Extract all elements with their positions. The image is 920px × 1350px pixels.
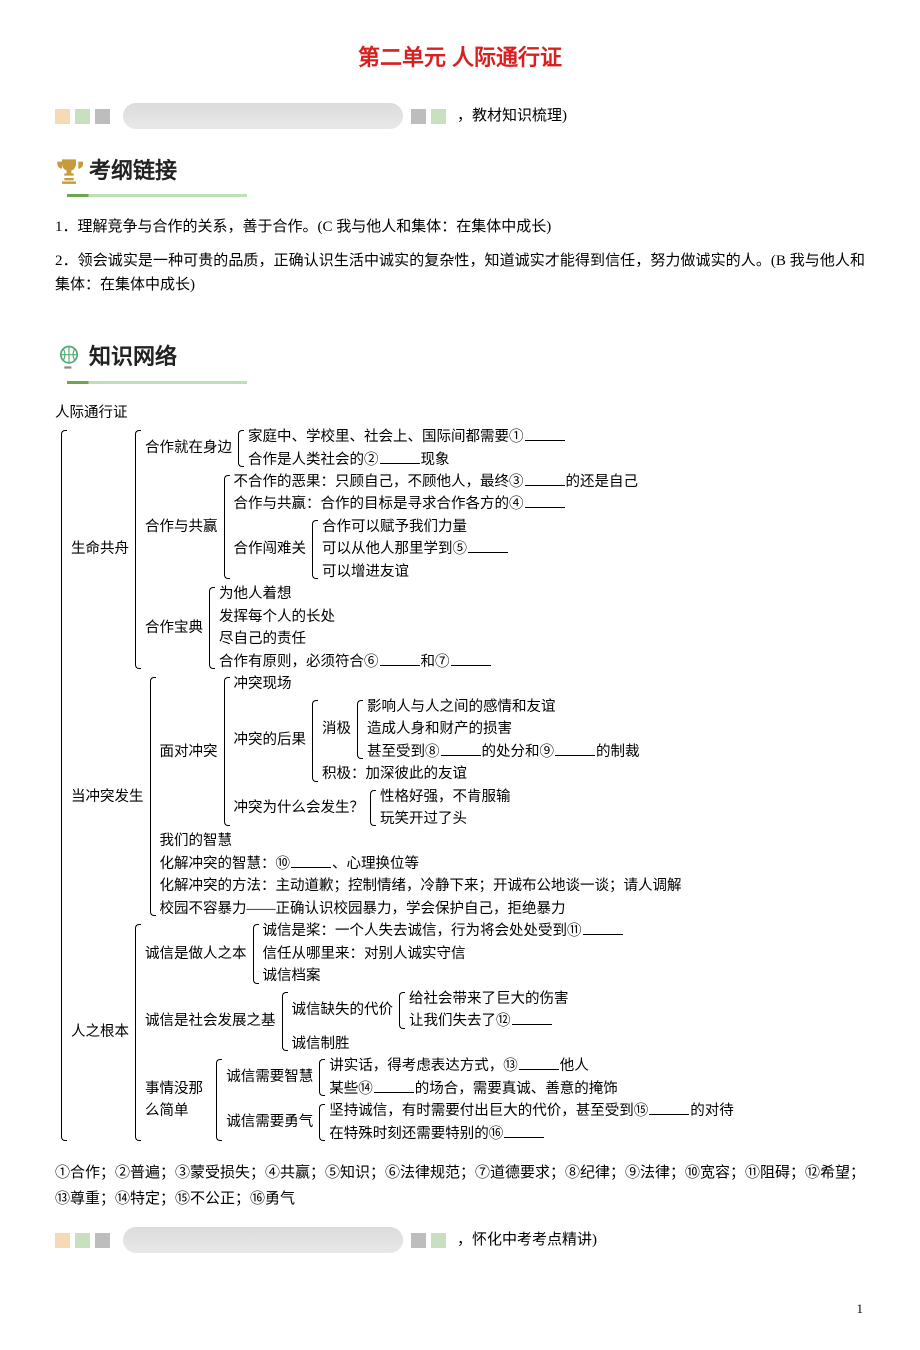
outline-leaf: 信任从哪里来：对别人诚实守信 [263, 943, 624, 965]
brace-icon [355, 696, 363, 763]
outline-l3: 合作闯难关 [234, 516, 309, 583]
outline-leaf: 玩笑开过了头 [380, 808, 511, 830]
decor-square-icon [55, 1233, 70, 1248]
outline-leaf: 合作与共赢：合作的目标是寻求合作各方的④ [234, 493, 639, 515]
outline-leaf: 讲实话，得考虑表达方式，⑬他人 [329, 1055, 618, 1077]
outline-l1: 生命共舟 [71, 426, 131, 673]
brace-icon [222, 673, 230, 830]
outline-leaf: 合作有原则，必须符合⑥和⑦ [219, 651, 492, 673]
outline-leaf: 积极：加深彼此的友谊 [322, 763, 640, 785]
brace-icon [59, 426, 67, 1145]
outline-root: 人际通行证 [55, 402, 865, 424]
decor-label: ，怀化中考考点精讲) [457, 1228, 597, 1252]
brace-icon [148, 673, 156, 920]
brace-icon [133, 920, 141, 1145]
outline-leaf: 发挥每个人的长处 [219, 606, 492, 628]
outline-leaf: 可以增进友谊 [322, 561, 509, 583]
unit-title: 第二单元 人际通行证 [55, 40, 865, 75]
decor-label: ，教材知识梳理) [457, 104, 567, 128]
brace-icon [214, 1055, 222, 1145]
brace-icon [251, 920, 259, 987]
section-underline [67, 194, 247, 197]
outline-leaf: 可以从他人那里学到⑤ [322, 538, 509, 560]
outline-l2: 合作宝典 [145, 583, 205, 673]
outline-leaf: 尽自己的责任 [219, 628, 492, 650]
section-title: 知识网络 [89, 339, 177, 374]
decor-square-icon [55, 109, 70, 124]
outline-leaf: 化解冲突的智慧：⑩、心理换位等 [160, 853, 682, 875]
brace-icon [317, 1055, 325, 1100]
brace-icon [222, 471, 230, 583]
decor-square-icon [431, 109, 446, 124]
knowledge-outline: 人际通行证 生命共舟 合作就在身边 家庭中、学校里、社会上、国际间都需要① 合作… [55, 402, 865, 1145]
decor-square-icon [75, 1233, 90, 1248]
brace-icon [310, 516, 318, 583]
outline-leaf: 在特殊时刻还需要特别的⑯ [329, 1123, 734, 1145]
section-title: 考纲链接 [89, 153, 177, 188]
decor-bar-bottom: ，怀化中考考点精讲) [55, 1227, 865, 1253]
outline-l2: 面对冲突 [160, 673, 220, 830]
outline-l2: 合作就在身边 [145, 426, 234, 471]
syllabus-item: 1．理解竞争与合作的关系，善于合作。(C 我与他人和集体：在集体中成长) [55, 215, 865, 239]
outline-leaf: 某些⑭的场合，需要真诚、善意的掩饰 [329, 1078, 618, 1100]
outline-l2: 我们的智慧 [160, 830, 682, 852]
brace-icon [236, 426, 244, 471]
outline-leaf: 化解冲突的方法：主动道歉；控制情绪，冷静下来；开诚布公地谈一谈；请人调解 [160, 875, 682, 897]
outline-leaf: 甚至受到⑧的处分和⑨的制裁 [367, 741, 640, 763]
brace-icon [317, 1100, 325, 1145]
outline-l3: 冲突为什么会发生？ [234, 786, 367, 831]
decor-square-icon [411, 1233, 426, 1248]
outline-l2: 合作与共赢 [145, 471, 220, 583]
outline-l3: 诚信缺失的代价 [292, 988, 396, 1033]
decor-pill-icon [123, 103, 403, 129]
outline-leaf: 诚信制胜 [292, 1033, 569, 1055]
outline-leaf: 不合作的恶果：只顾自己，不顾他人，最终③的还是自己 [234, 471, 639, 493]
outline-leaf: 合作可以赋予我们力量 [322, 516, 509, 538]
outline-l1: 人之根本 [71, 920, 131, 1145]
decor-square-icon [95, 109, 110, 124]
outline-l4: 消极 [322, 696, 353, 763]
outline-leaf: 让我们失去了⑫ [409, 1010, 569, 1032]
outline-leaf: 影响人与人之间的感情和友谊 [367, 696, 640, 718]
outline-leaf: 造成人身和财产的损害 [367, 718, 640, 740]
outline-leaf: 诚信是桨：一个人失去诚信，行为将会处处受到⑪ [263, 920, 624, 942]
outline-l2: 事情没那么简单 [145, 1055, 212, 1145]
outline-leaf: 为他人着想 [219, 583, 492, 605]
decor-square-icon [95, 1233, 110, 1248]
outline-leaf: 坚持诚信，有时需要付出巨大的代价，甚至受到⑮的对待 [329, 1100, 734, 1122]
outline-l2: 诚信是做人之本 [145, 920, 249, 987]
outline-l3: 诚信需要勇气 [226, 1100, 315, 1145]
decor-square-icon [431, 1233, 446, 1248]
outline-leaf: 合作是人类社会的②现象 [248, 449, 566, 471]
outline-spacer [55, 426, 57, 1145]
outline-leaf: 性格好强，不肯服输 [380, 786, 511, 808]
brace-icon [280, 988, 288, 1055]
answer-key: ①合作；②普遍；③蒙受损失；④共赢；⑤知识；⑥法律规范；⑦道德要求；⑧纪律；⑨法… [55, 1161, 865, 1212]
outline-leaf: 给社会带来了巨大的伤害 [409, 988, 569, 1010]
brace-icon [207, 583, 215, 673]
section-header-link: 考纲链接 [55, 153, 865, 188]
brace-icon [397, 988, 405, 1033]
trophy-icon [55, 156, 83, 186]
outline-leaf: 诚信档案 [263, 965, 624, 987]
decor-square-icon [411, 109, 426, 124]
outline-l1: 当冲突发生 [71, 673, 146, 920]
outline-l3: 冲突的后果 [234, 696, 309, 786]
section-header-network: 知识网络 [55, 339, 865, 374]
brace-icon [310, 696, 318, 786]
decor-pill-icon [123, 1227, 403, 1253]
brace-icon [133, 426, 141, 673]
outline-leaf: 家庭中、学校里、社会上、国际间都需要① [248, 426, 566, 448]
page-number: 1 [55, 1299, 865, 1320]
outline-leaf: 冲突现场 [234, 673, 640, 695]
decor-square-icon [75, 109, 90, 124]
outline-l3: 诚信需要智慧 [226, 1055, 315, 1100]
outline-leaf: 校园不容暴力——正确认识校园暴力，学会保护自己，拒绝暴力 [160, 898, 682, 920]
decor-bar-top: ，教材知识梳理) [55, 103, 865, 129]
section-underline [67, 381, 247, 384]
brace-icon [368, 786, 376, 831]
globe-icon [55, 342, 83, 372]
syllabus-item: 2．领会诚实是一种可贵的品质，正确认识生活中诚实的复杂性，知道诚实才能得到信任，… [55, 249, 865, 297]
outline-l2: 诚信是社会发展之基 [145, 988, 278, 1055]
